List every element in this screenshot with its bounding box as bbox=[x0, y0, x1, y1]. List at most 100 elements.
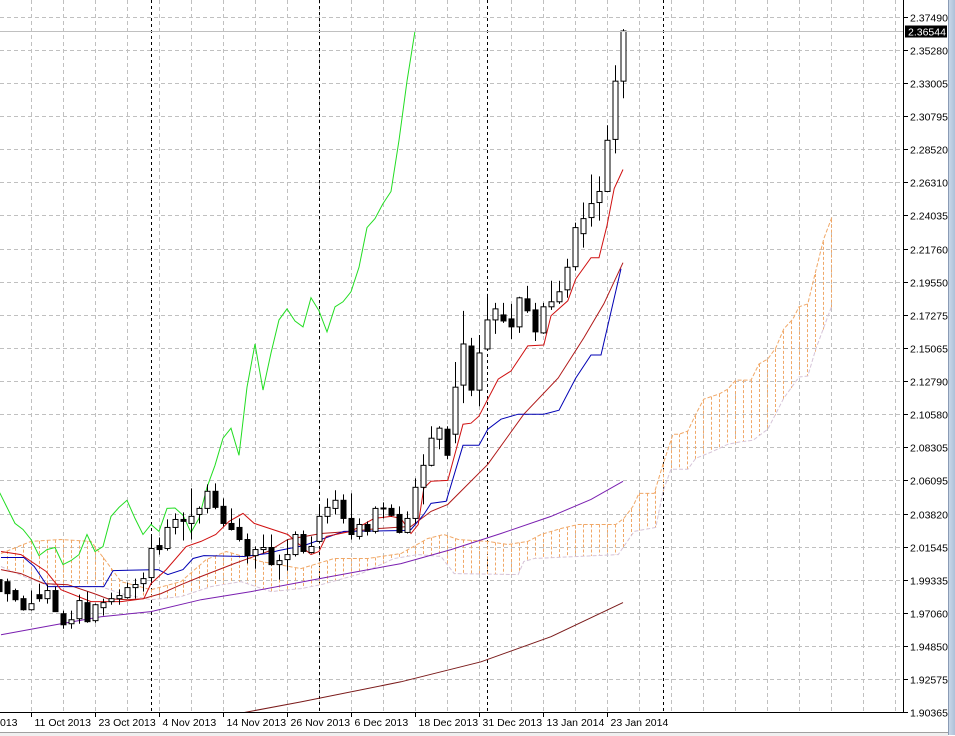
candle-body-bullish bbox=[100, 602, 107, 609]
candle bbox=[604, 125, 611, 192]
candle-body-bearish bbox=[52, 590, 59, 613]
price-label: 2.10580 bbox=[910, 410, 948, 422]
candle bbox=[116, 589, 123, 605]
candle-body-bullish bbox=[572, 227, 579, 268]
candle bbox=[484, 293, 491, 352]
candle-body-bullish bbox=[420, 464, 427, 488]
candle-body-bullish bbox=[620, 30, 627, 82]
candle bbox=[564, 258, 571, 298]
candle-body-bullish bbox=[252, 549, 259, 557]
candle-body-bearish bbox=[388, 507, 395, 516]
candlesticks bbox=[0, 29, 627, 629]
vertical-scrollbar[interactable] bbox=[948, 0, 955, 735]
date-label: 6 Dec 2013 bbox=[355, 717, 409, 729]
candle bbox=[356, 518, 363, 540]
candle bbox=[476, 334, 483, 407]
candle-body-bearish bbox=[524, 298, 531, 312]
price-label: 2.03820 bbox=[910, 510, 948, 522]
candle-body-bearish bbox=[180, 518, 187, 522]
candle bbox=[212, 483, 219, 510]
candle-body-bullish bbox=[540, 306, 547, 334]
price-label: 1.99335 bbox=[910, 576, 948, 588]
candle bbox=[52, 586, 59, 613]
candle bbox=[468, 337, 475, 397]
price-label: 2.33005 bbox=[910, 79, 948, 91]
candle-body-bearish bbox=[468, 345, 475, 391]
candle bbox=[28, 590, 35, 611]
candle bbox=[580, 202, 587, 248]
candle-body-bullish bbox=[308, 545, 315, 554]
candle bbox=[44, 584, 51, 604]
candle-body-bearish bbox=[300, 534, 307, 552]
candle bbox=[284, 539, 291, 571]
candle bbox=[188, 488, 195, 540]
price-label: 1.92575 bbox=[910, 675, 948, 687]
candle bbox=[588, 174, 595, 227]
candle-body-bullish bbox=[484, 319, 491, 350]
candle-body-bullish bbox=[332, 499, 339, 509]
candle bbox=[20, 595, 27, 611]
candle-body-bullish bbox=[284, 554, 291, 561]
candle bbox=[316, 504, 323, 544]
candle-body-bullish bbox=[564, 266, 571, 291]
kijun-sen-line bbox=[1, 268, 622, 588]
price-axis: 2.37490 2.35280 2.33005 2.30795 2.28520 2.263… bbox=[903, 13, 948, 720]
candle-body-bearish bbox=[340, 499, 347, 519]
candle-body-bearish bbox=[212, 490, 219, 508]
candle bbox=[68, 610, 75, 629]
price-label: 2.17275 bbox=[910, 311, 948, 323]
candle bbox=[4, 578, 11, 602]
candle bbox=[492, 302, 499, 334]
candle bbox=[540, 302, 547, 334]
period-separators bbox=[151, 0, 664, 712]
candle-body-bearish bbox=[84, 602, 91, 623]
date-label: 013 bbox=[0, 717, 18, 729]
candle bbox=[556, 280, 563, 304]
candle-body-bullish bbox=[76, 600, 83, 620]
candle-body-bearish bbox=[444, 428, 451, 456]
candle-body-bullish bbox=[476, 352, 483, 391]
candle bbox=[36, 583, 43, 602]
candle-body-bullish bbox=[452, 386, 459, 435]
date-label: 31 Dec 2013 bbox=[483, 717, 543, 729]
candle-body-bullish bbox=[124, 587, 131, 599]
candle bbox=[532, 302, 539, 342]
candle bbox=[444, 426, 451, 460]
candle bbox=[124, 582, 131, 599]
candle bbox=[548, 280, 555, 310]
price-label: 2.19550 bbox=[910, 278, 948, 290]
candle bbox=[268, 534, 275, 566]
candle-body-bullish bbox=[28, 603, 35, 611]
candle bbox=[84, 591, 91, 623]
price-label: 1.94850 bbox=[910, 642, 948, 654]
candle bbox=[596, 176, 603, 221]
time-axis: 013 11 Oct 2013 23 Oct 2013 4 Nov 2013 14 No… bbox=[0, 712, 668, 729]
candle bbox=[508, 303, 515, 339]
candle-body-bullish bbox=[604, 139, 611, 192]
candle bbox=[180, 512, 187, 541]
candle bbox=[612, 65, 619, 154]
candle-body-bullish bbox=[356, 523, 363, 537]
price-label: 2.37490 bbox=[910, 13, 948, 25]
price-label: 2.01545 bbox=[910, 543, 948, 555]
candle-body-bullish bbox=[612, 80, 619, 140]
candle-body-bearish bbox=[268, 546, 275, 566]
candle-body-bearish bbox=[348, 517, 355, 536]
candle-body-bullish bbox=[292, 534, 299, 556]
candle bbox=[340, 494, 347, 524]
candle-body-bearish bbox=[36, 594, 43, 600]
candle bbox=[156, 537, 163, 555]
price-label: 1.90365 bbox=[910, 708, 948, 720]
candle bbox=[252, 546, 259, 569]
candle-body-bullish bbox=[44, 590, 51, 600]
candle-body-bullish bbox=[68, 619, 75, 625]
candle-body-bullish bbox=[204, 490, 211, 509]
candle bbox=[428, 426, 435, 467]
candle-body-bullish bbox=[148, 548, 155, 579]
candle-body-bullish bbox=[428, 437, 435, 466]
candle-body-bearish bbox=[532, 309, 539, 333]
candle bbox=[364, 521, 371, 536]
candle bbox=[324, 498, 331, 524]
price-label: 2.35280 bbox=[910, 46, 948, 58]
